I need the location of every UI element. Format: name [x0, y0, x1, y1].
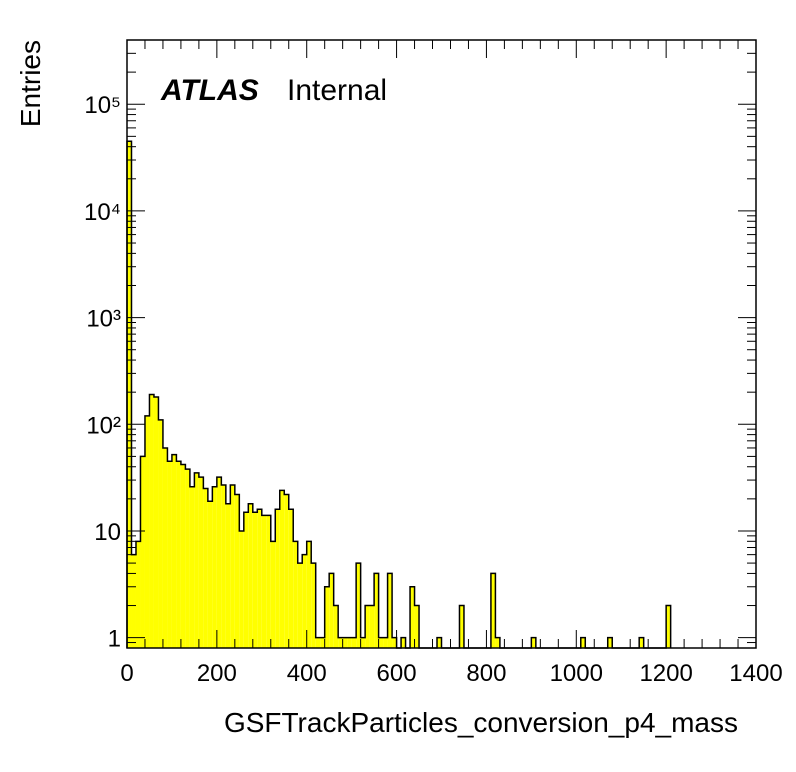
x-tick-label: 1400 [729, 660, 782, 687]
histogram-bar [144, 415, 150, 648]
histogram-bar [414, 605, 420, 648]
histogram-bar [356, 563, 361, 648]
histogram-bar [324, 586, 330, 648]
x-tick-labels: 0 200 400 600 800 1000 1200 1400 [120, 660, 782, 687]
histogram-bar [158, 419, 163, 648]
histogram-bar [234, 494, 240, 648]
histogram-bar [275, 509, 280, 648]
histogram-bar [329, 573, 334, 648]
x-tick-label: 400 [287, 660, 327, 687]
histogram-bar [127, 141, 132, 648]
histogram-bar [153, 397, 159, 648]
histogram-bar [338, 637, 343, 648]
histogram-bar [221, 484, 226, 648]
x-tick-label: 0 [120, 660, 133, 687]
histogram-bar [360, 637, 366, 648]
histogram-bar [374, 573, 379, 648]
histogram-bar [639, 637, 644, 648]
histogram-bar [216, 477, 222, 648]
x-tick-label: 200 [197, 660, 237, 687]
histogram-bar [248, 503, 253, 648]
histogram-bar [140, 456, 145, 648]
histogram-bar [149, 394, 154, 648]
histogram-bar [239, 530, 244, 648]
plot-frame [126, 39, 757, 649]
histogram-bar [302, 554, 307, 648]
histogram-bar [189, 486, 195, 648]
histogram-bar [666, 605, 671, 648]
x-tick-label: 800 [466, 660, 506, 687]
y-tick-label: 1 [108, 626, 121, 653]
histogram-bar [311, 563, 316, 648]
y-tick-label: 10⁵ [84, 92, 121, 119]
histogram-bar [459, 605, 464, 648]
histogram-bar [243, 512, 249, 648]
y-tick-label: 10 [94, 519, 121, 546]
histogram-bar [198, 477, 204, 648]
x-tick-label: 1000 [550, 660, 603, 687]
histogram-bar [333, 605, 339, 648]
y-tick-label: 10⁴ [84, 199, 121, 226]
histogram-bar [607, 637, 613, 648]
histogram-bar [378, 637, 384, 648]
histogram-bar [490, 573, 496, 648]
histogram-bar [351, 637, 357, 648]
x-axis-title: GSFTrackParticles_conversion_p4_mass [224, 707, 738, 738]
histogram-bar [176, 461, 181, 648]
histogram-bar [347, 637, 352, 648]
histogram-bar [315, 637, 321, 648]
histogram-bar [580, 637, 586, 648]
histogram-bar [369, 605, 375, 648]
y-tick-label: 10³ [86, 306, 121, 333]
histogram-bar [365, 605, 370, 648]
histogram-bar [531, 637, 536, 648]
internal-label: Internal [287, 74, 387, 107]
histogram-bar [207, 501, 213, 648]
x-tick-label: 1200 [639, 660, 692, 687]
histogram-bar [180, 464, 186, 648]
histogram-bar [279, 490, 285, 648]
histogram-bar [288, 509, 294, 648]
histogram-bar [387, 573, 393, 648]
histogram-bar [293, 541, 298, 648]
histogram-bar [320, 637, 325, 648]
histogram-bars [127, 141, 671, 648]
y-tick-label: 10² [86, 412, 121, 439]
histogram-bar [167, 461, 172, 648]
histogram-bar [401, 637, 406, 648]
y-tick-labels: 1 10 10² 10³ 10⁴ 10⁵ [84, 92, 121, 652]
histogram-bar [203, 488, 208, 648]
histogram-bar [342, 637, 348, 648]
histogram-bar [194, 472, 199, 648]
histogram-bar [225, 503, 231, 648]
histogram-bar [185, 469, 190, 648]
histogram-bar [252, 512, 258, 648]
histogram-bar [135, 541, 141, 648]
histogram-bar [284, 494, 289, 648]
y-axis-title: Entries [15, 40, 46, 127]
histogram-bar [410, 586, 415, 648]
histogram-bar [266, 515, 271, 648]
histogram-bar [171, 454, 177, 648]
histogram-bar [437, 637, 442, 648]
histogram-bar [297, 563, 303, 648]
histogram-bar [261, 515, 267, 648]
histogram-bar [306, 541, 312, 648]
x-tick-label: 600 [377, 660, 417, 687]
histogram-bar [270, 541, 276, 648]
axis-ticks [126, 39, 757, 649]
histogram-bar [131, 554, 136, 648]
histogram-bar [212, 486, 217, 648]
histogram-bar [383, 637, 388, 648]
atlas-label: ATLAS [160, 74, 259, 107]
histogram-bar [230, 484, 235, 648]
histogram-bar [162, 447, 168, 648]
histogram-bar [392, 637, 397, 648]
histogram-bar [495, 637, 500, 648]
histogram-bar [257, 509, 262, 648]
